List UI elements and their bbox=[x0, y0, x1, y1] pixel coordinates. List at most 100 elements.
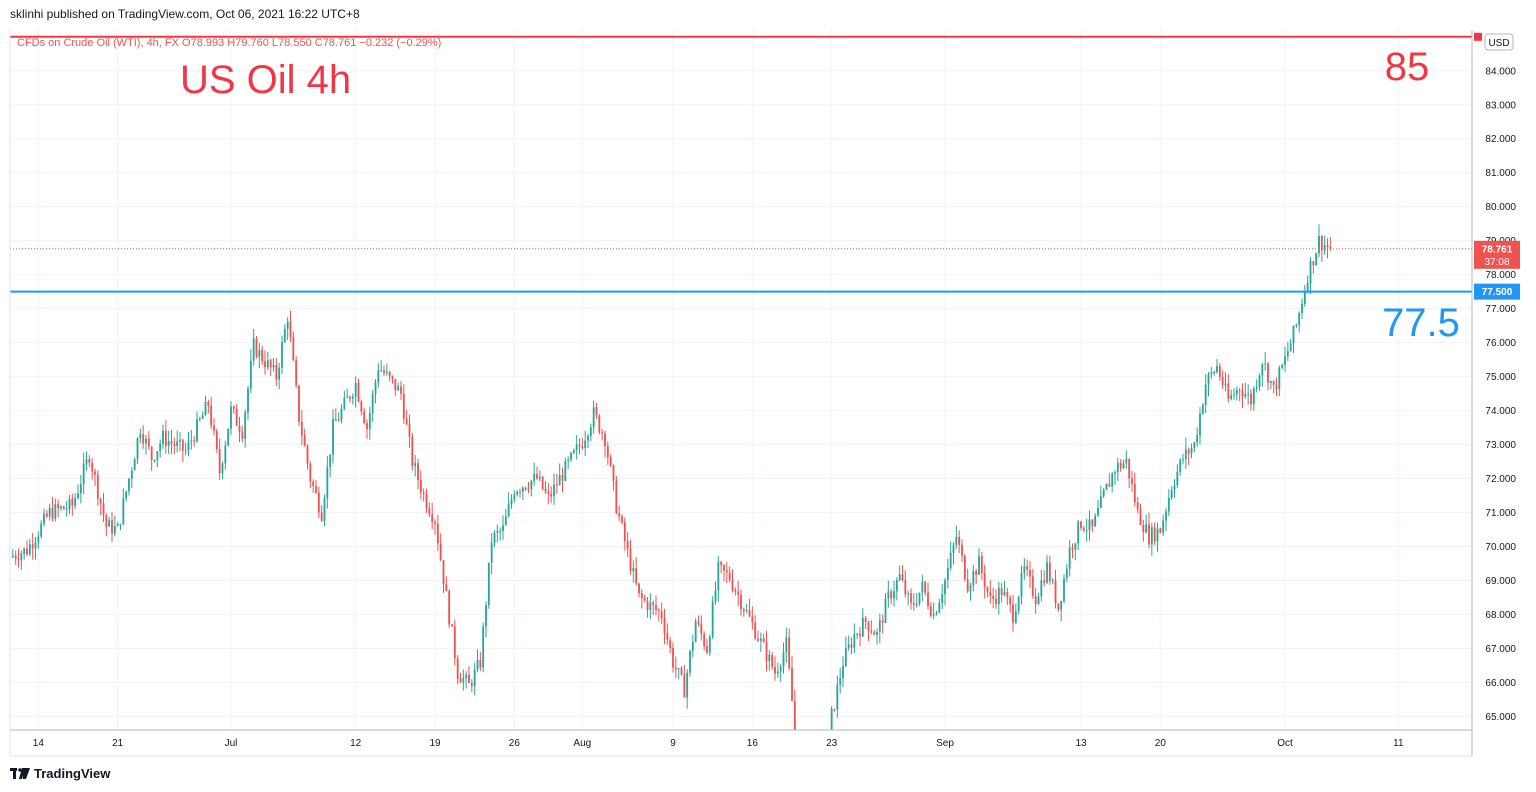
candle-body bbox=[1054, 580, 1057, 604]
candle-body bbox=[394, 379, 397, 391]
candle-body bbox=[521, 487, 524, 492]
candle-body bbox=[822, 784, 824, 792]
candle-body bbox=[96, 474, 99, 499]
candle-body bbox=[754, 622, 757, 639]
candle-body bbox=[1255, 386, 1258, 389]
candle-body bbox=[655, 604, 657, 611]
candle-body bbox=[1060, 601, 1063, 610]
candle-body bbox=[1187, 449, 1190, 454]
candle-body bbox=[1233, 394, 1235, 396]
candle-body bbox=[1150, 527, 1153, 545]
candle-body bbox=[300, 421, 303, 436]
candle-body bbox=[1020, 573, 1023, 598]
currency-badge[interactable]: USD bbox=[1484, 33, 1514, 51]
candle-body bbox=[439, 543, 442, 561]
candle-body bbox=[1014, 611, 1017, 623]
candle-body bbox=[1063, 578, 1065, 602]
candle-body bbox=[825, 760, 827, 784]
candle-body bbox=[1318, 235, 1320, 254]
candle-body bbox=[88, 459, 91, 463]
candle-body bbox=[417, 463, 419, 481]
candle-body bbox=[1179, 459, 1182, 472]
candle-body bbox=[181, 439, 184, 451]
candle-body bbox=[1272, 381, 1275, 385]
candle-body bbox=[547, 491, 550, 495]
candle-body bbox=[575, 444, 578, 451]
candle-body bbox=[876, 631, 878, 635]
price-tick-label: 77.000 bbox=[1485, 304, 1516, 315]
candle-body bbox=[187, 441, 190, 451]
time-tick-label: 11 bbox=[1393, 738, 1404, 749]
candle-body bbox=[592, 407, 595, 428]
candle-body bbox=[949, 552, 952, 568]
time-tick-label: 19 bbox=[429, 738, 441, 749]
candle-body bbox=[918, 592, 921, 604]
candle-body bbox=[541, 476, 544, 490]
time-axis[interactable]: 14 21 Jul 12 19 26 Aug 9 16 23 Sep 13 20 Oct 11 bbox=[33, 738, 1404, 749]
candle-body bbox=[921, 581, 924, 593]
candle-body bbox=[1148, 524, 1150, 545]
candle-body bbox=[283, 328, 286, 342]
candle-body bbox=[748, 610, 751, 617]
time-tick-label: Aug bbox=[573, 738, 591, 749]
candle-body bbox=[1017, 597, 1020, 612]
candle-body bbox=[485, 605, 487, 627]
candle-body bbox=[558, 475, 561, 486]
candle-body bbox=[958, 536, 961, 545]
candle-body bbox=[264, 361, 266, 368]
candle-body bbox=[1029, 569, 1031, 577]
candle-body bbox=[842, 666, 844, 679]
candle-body bbox=[683, 674, 686, 698]
candle-body bbox=[669, 639, 672, 649]
tradingview-logo[interactable]: TradingView bbox=[10, 766, 110, 781]
candle-body bbox=[1102, 489, 1105, 497]
candle-body bbox=[1295, 325, 1298, 327]
candle-body bbox=[37, 536, 40, 543]
candle-body bbox=[507, 504, 510, 517]
price-tick-label: 71.000 bbox=[1485, 508, 1516, 519]
candle-body bbox=[184, 450, 187, 452]
candle-body bbox=[587, 436, 589, 441]
candle-body bbox=[791, 667, 793, 701]
candle-body bbox=[1145, 524, 1148, 533]
price-tick-label: 72.000 bbox=[1485, 474, 1516, 485]
price-tick-label: 78.000 bbox=[1485, 270, 1516, 281]
candle-body bbox=[493, 532, 496, 543]
candle-body bbox=[218, 449, 221, 474]
candle-body bbox=[249, 360, 252, 389]
candle-body bbox=[1230, 395, 1233, 399]
candle-body bbox=[442, 560, 445, 585]
candle-body bbox=[745, 610, 748, 612]
candle-body bbox=[292, 336, 295, 361]
chart-title: US Oil 4h bbox=[180, 58, 351, 102]
candle-body bbox=[77, 493, 79, 499]
candle-body bbox=[762, 638, 765, 643]
candle-body bbox=[428, 508, 431, 515]
time-tick-label: 16 bbox=[747, 738, 759, 749]
candle-body bbox=[1037, 596, 1040, 605]
candle-body bbox=[785, 637, 788, 653]
candle-body bbox=[1006, 591, 1009, 598]
candle-body bbox=[62, 506, 65, 510]
price-lines bbox=[10, 35, 1472, 293]
price-line-axis-marker bbox=[1474, 283, 1520, 300]
candle-body bbox=[1176, 471, 1179, 486]
candle-body bbox=[966, 579, 969, 592]
candle-body bbox=[561, 475, 564, 481]
candle-body bbox=[1182, 459, 1184, 461]
candle-body bbox=[1046, 562, 1048, 583]
candle-body bbox=[788, 637, 791, 668]
candle-body bbox=[258, 349, 261, 357]
price-axis[interactable]: 65.000 66.000 67.000 68.000 69.000 70.000 71.0… bbox=[1474, 32, 1520, 723]
candle-body bbox=[1269, 381, 1272, 383]
candle-body bbox=[473, 669, 476, 687]
candle-body bbox=[1323, 245, 1326, 251]
candle-body bbox=[836, 684, 839, 710]
candle-body bbox=[419, 480, 422, 493]
candle-body bbox=[992, 596, 995, 599]
candle-body bbox=[374, 382, 377, 395]
candle-body bbox=[674, 667, 677, 670]
candle-body bbox=[1252, 388, 1255, 405]
candle-body bbox=[621, 516, 623, 523]
